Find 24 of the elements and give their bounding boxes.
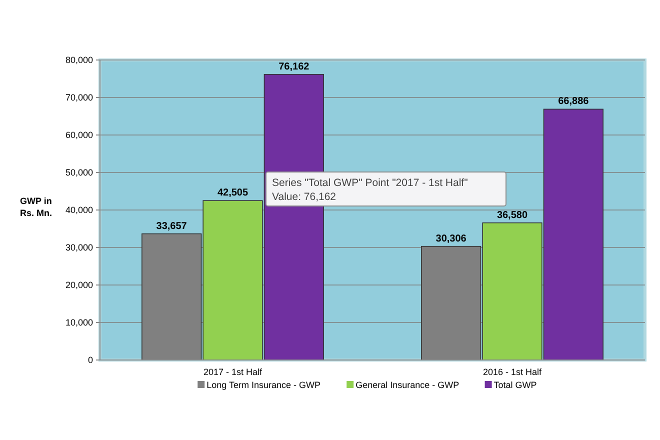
y-tick-label: 80,000 bbox=[65, 55, 93, 65]
data-label: 66,886 bbox=[558, 96, 590, 108]
data-label: 42,505 bbox=[217, 188, 248, 199]
y-tick-label: 60,000 bbox=[65, 130, 93, 140]
y-tick-label: 30,000 bbox=[65, 242, 93, 252]
data-label: 36,580 bbox=[496, 210, 528, 221]
y-axis-title: GWP in Rs. Mn. bbox=[20, 196, 52, 218]
y-tick-label: 40,000 bbox=[65, 205, 93, 215]
data-label: 76,162 bbox=[278, 61, 310, 72]
y-tick-label: 20,000 bbox=[65, 280, 93, 290]
annotation: Value: 76,162 bbox=[272, 191, 336, 203]
y-tick-label: 50,000 bbox=[65, 168, 93, 178]
data-label: 33,657 bbox=[156, 220, 188, 232]
y-tick-label: 70,000 bbox=[65, 92, 93, 102]
x-tick-label: 2017 - 1st Half bbox=[203, 367, 263, 377]
legend-label: General Insurance - GWP bbox=[356, 380, 460, 390]
data-label: 30,306 bbox=[436, 233, 467, 244]
legend-label: Total GWP bbox=[494, 380, 537, 390]
y-tick-label: 10,000 bbox=[65, 318, 93, 328]
annotation: Series "Total GWP" Point "2017 - 1st Half" bbox=[272, 177, 468, 189]
y-tick-label: 0 bbox=[88, 355, 93, 365]
tooltip-box: Series "Total GWP" Point "2017 - 1st Half" Value: 76,162 bbox=[266, 172, 506, 206]
x-tick-label: 2016 - 1st Half bbox=[482, 367, 542, 377]
legend-label: Long Term Insurance - GWP bbox=[206, 380, 320, 390]
